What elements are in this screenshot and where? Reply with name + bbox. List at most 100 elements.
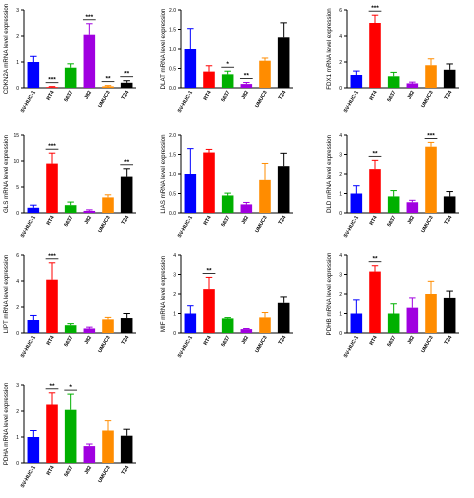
y-axis-title: DLAT mRNA level expression: [160, 8, 167, 89]
bar-umuc3: [425, 65, 437, 88]
y-tick-label: 2: [339, 292, 342, 298]
x-tick-label: 5637: [386, 335, 397, 348]
y-tick-label: 2.0: [169, 133, 176, 139]
y-axis-title: CDKN2A mRNA level expression: [3, 3, 10, 94]
x-tick-label: J82: [84, 465, 94, 476]
x-tick-label: UMUC3: [97, 465, 111, 484]
bar-t24: [277, 166, 290, 213]
significance-marker: **: [372, 150, 378, 157]
y-tick-label: 4: [339, 253, 342, 259]
x-tick-label: 5637: [220, 335, 231, 348]
y-tick-label: 1.0: [169, 47, 176, 53]
bar-rt4: [369, 271, 381, 333]
bar-t24: [443, 297, 456, 333]
significance-marker: **: [206, 267, 212, 274]
y-tick-label: 3: [339, 272, 342, 278]
y-tick-label: 1: [339, 311, 342, 317]
y-tick-label: 6: [339, 8, 342, 14]
y-tick-label: 2: [16, 305, 19, 311]
x-tick-label: SV-HUC-1: [177, 335, 194, 359]
y-tick-label: 10: [13, 159, 19, 165]
panel-mif: 0 1 2 3 4 MIF mRNA level expression SV-HUC-1 **…: [160, 253, 293, 359]
bar-j82: [406, 83, 419, 88]
x-tick-label: RT4: [369, 215, 379, 227]
x-tick-label: T24: [444, 90, 454, 101]
y-tick-label: 0: [339, 86, 342, 92]
bar-t24: [443, 69, 456, 88]
bar-t24: [120, 318, 133, 333]
x-tick-label: RT4: [203, 90, 213, 102]
x-tick-label: RT4: [203, 215, 213, 227]
x-tick-label: 5637: [386, 215, 397, 228]
y-tick-label: 2.0: [169, 8, 176, 14]
x-tick-label: T24: [121, 90, 131, 101]
x-tick-label: 5637: [220, 215, 231, 228]
x-tick-label: 5637: [220, 90, 231, 103]
x-tick-label: UMUC3: [97, 215, 111, 234]
bar-umuc3: [102, 430, 114, 463]
x-tick-label: UMUC3: [97, 335, 111, 354]
y-tick-label: 5: [16, 185, 19, 191]
bar-j82: [240, 329, 253, 333]
x-tick-label: T24: [121, 335, 131, 346]
bar-5637: [64, 205, 77, 213]
bar-rt4: [46, 163, 58, 213]
y-tick-label: 2: [339, 60, 342, 66]
bar-sv-huc-1: [27, 207, 40, 213]
bar-umuc3: [425, 146, 437, 213]
x-tick-label: SV-HUC-1: [343, 90, 360, 114]
x-tick-label: UMUC3: [420, 215, 434, 234]
x-tick-label: RT4: [203, 335, 213, 347]
y-tick-label: 2: [16, 409, 19, 415]
bar-sv-huc-1: [27, 62, 40, 88]
x-tick-label: SV-HUC-1: [20, 215, 37, 239]
bar-j82: [83, 446, 96, 463]
bar-5637: [221, 195, 234, 213]
y-axis-title: LIAS mRNA level expression: [160, 134, 167, 214]
bar-umuc3: [259, 179, 271, 213]
x-tick-label: SV-HUC-1: [343, 335, 360, 359]
y-axis-title: LIPT mRNA level expression: [3, 254, 10, 333]
y-tick-label: 0: [339, 331, 342, 337]
significance-marker: **: [124, 71, 130, 78]
bar-sv-huc-1: [184, 49, 197, 88]
bar-5637: [387, 313, 400, 333]
y-tick-label: 3: [16, 383, 19, 389]
y-tick-label: 2: [173, 292, 176, 298]
bar-sv-huc-1: [27, 320, 40, 333]
bar-umuc3: [102, 86, 114, 88]
bar-sv-huc-1: [184, 174, 197, 213]
bar-j82: [406, 307, 419, 333]
y-tick-label: 1: [16, 60, 19, 66]
bar-rt4: [369, 23, 381, 88]
significance-marker: *: [69, 384, 72, 391]
bar-rt4: [46, 279, 58, 333]
y-tick-label: 2: [339, 172, 342, 178]
y-axis-title: FDX1 mRNA level expression: [326, 8, 333, 90]
y-tick-label: 3: [339, 152, 342, 158]
bar-rt4: [203, 289, 215, 333]
x-tick-label: UMUC3: [97, 90, 111, 109]
y-tick-label: 15: [13, 133, 19, 139]
panel-cdkn2a: 0 1 2 3 CDKN2A mRNA level expression SV-HUC-1…: [3, 3, 136, 114]
y-axis-title: PDHA mRNA level expression: [3, 382, 10, 465]
x-tick-label: J82: [407, 215, 417, 226]
x-tick-label: 5637: [63, 335, 74, 348]
y-tick-label: 1.0: [169, 172, 176, 178]
bar-t24: [120, 82, 133, 88]
x-tick-label: J82: [241, 215, 251, 226]
bar-umuc3: [102, 197, 114, 213]
x-tick-label: J82: [241, 90, 251, 101]
bar-sv-huc-1: [350, 313, 363, 333]
x-tick-label: UMUC3: [254, 90, 268, 109]
bar-rt4: [46, 404, 58, 463]
y-tick-label: 0.0: [169, 86, 176, 92]
significance-marker: ***: [48, 253, 56, 260]
bar-t24: [120, 176, 133, 213]
y-tick-label: 4: [339, 34, 342, 40]
bar-t24: [277, 37, 290, 88]
significance-marker: *: [226, 61, 229, 68]
panel-pdhb: 0 1 2 3 4 PDHB mRNA level expression SV-HUC-1 *…: [326, 252, 459, 359]
